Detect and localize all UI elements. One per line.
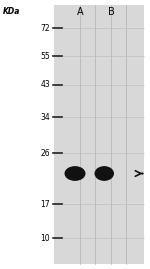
Text: KDa: KDa — [3, 7, 20, 16]
Text: 17: 17 — [41, 200, 50, 209]
FancyBboxPatch shape — [54, 5, 144, 264]
Text: 34: 34 — [40, 112, 50, 122]
Text: A: A — [77, 7, 84, 17]
Text: 72: 72 — [41, 24, 50, 33]
Text: 10: 10 — [41, 233, 50, 243]
Ellipse shape — [94, 166, 114, 181]
Text: B: B — [108, 7, 114, 17]
Text: 26: 26 — [41, 149, 50, 158]
Text: 55: 55 — [40, 52, 50, 61]
Text: 43: 43 — [40, 80, 50, 89]
Ellipse shape — [64, 166, 86, 181]
